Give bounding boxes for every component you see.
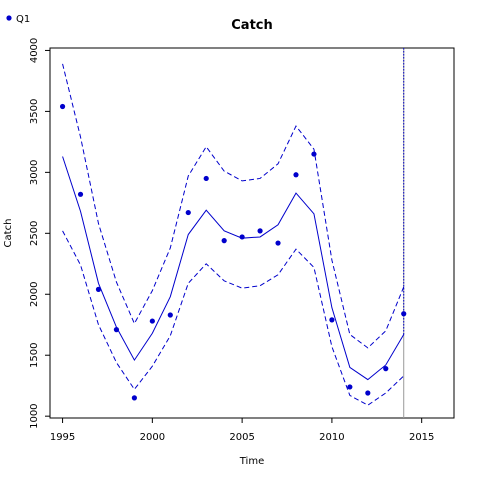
observed-point: [77, 191, 84, 197]
x-tick-label: 1995: [50, 432, 75, 443]
upper-bound-line: [62, 63, 405, 349]
x-tick-label: 2010: [319, 432, 344, 443]
y-tick-label: 2000: [29, 282, 40, 307]
observed-point: [293, 172, 299, 178]
x-tick-label: 2015: [409, 432, 434, 443]
legend: Q1: [6, 14, 30, 25]
observed-point: [401, 311, 407, 317]
observed-point: [185, 209, 191, 216]
y-tick-label: 3500: [29, 99, 40, 124]
plot-area: [59, 48, 407, 418]
y-tick-label: 2500: [29, 221, 40, 246]
x-axis-title: Time: [239, 456, 264, 467]
y-axis-title: Catch: [3, 219, 14, 248]
legend-label-q1: Q1: [16, 14, 30, 25]
y-tick-label: 1500: [29, 342, 40, 367]
observed-point: [347, 384, 353, 390]
x-tick-label: 2000: [140, 432, 165, 443]
observed-point: [329, 317, 335, 323]
observed-point: [113, 327, 120, 333]
fitted-line: [62, 156, 405, 381]
observed-point: [95, 286, 102, 292]
observed-point: [221, 238, 227, 244]
observed-point: [131, 395, 137, 401]
observed-point: [311, 151, 317, 157]
observed-point: [203, 175, 209, 182]
observed-point: [167, 312, 173, 318]
y-tick-label: 4000: [29, 38, 40, 63]
observed-point: [149, 318, 155, 324]
y-axis: 1000 1500 2000 2500 3000 3500 4000: [29, 38, 50, 429]
observed-point: [257, 228, 263, 234]
lower-bound-line: [62, 230, 405, 406]
observed-point: [365, 390, 371, 396]
chart-title: Catch: [231, 18, 273, 33]
legend-marker-q1: [6, 15, 12, 21]
observed-point: [275, 240, 281, 246]
x-axis: 1995 2000 2005 2010 2015: [50, 418, 434, 443]
y-tick-label: 1000: [29, 403, 40, 428]
x-tick-label: 2005: [229, 432, 254, 443]
y-tick-label: 3000: [29, 160, 40, 185]
observed-point: [59, 103, 66, 110]
plot-frame: [49, 47, 455, 419]
observed-point: [383, 366, 389, 372]
